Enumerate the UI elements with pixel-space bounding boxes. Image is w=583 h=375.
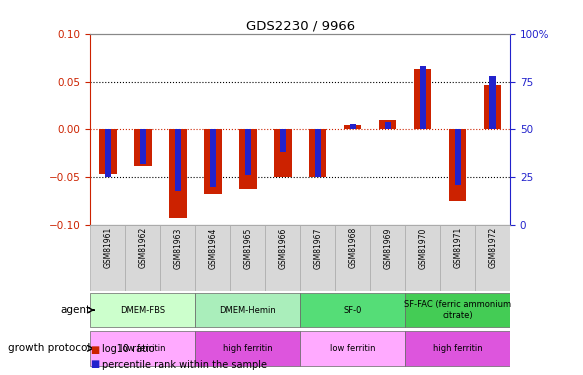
- Bar: [195, 331, 300, 366]
- Bar: [90, 331, 195, 366]
- Bar: [90, 225, 125, 291]
- Bar: [134, 129, 152, 166]
- Bar: [440, 225, 475, 291]
- Bar: [140, 129, 146, 164]
- Text: GSM81969: GSM81969: [383, 227, 392, 268]
- Text: DMEM-FBS: DMEM-FBS: [120, 306, 166, 315]
- Text: SF-0: SF-0: [343, 306, 362, 315]
- Bar: [204, 129, 222, 194]
- Bar: [300, 331, 405, 366]
- Bar: [105, 129, 111, 177]
- Bar: [379, 120, 396, 129]
- Text: GSM81967: GSM81967: [313, 227, 322, 268]
- Bar: [210, 129, 216, 187]
- Bar: [449, 129, 466, 201]
- Bar: [175, 129, 181, 191]
- Text: GSM81961: GSM81961: [103, 227, 113, 268]
- Text: high ferritin: high ferritin: [223, 344, 273, 353]
- Bar: [90, 293, 195, 327]
- Bar: [239, 129, 257, 189]
- Bar: [274, 129, 292, 177]
- Text: ■: ■: [90, 345, 100, 354]
- Bar: [370, 225, 405, 291]
- Bar: [125, 225, 160, 291]
- Bar: [99, 129, 117, 174]
- Text: low ferritin: low ferritin: [330, 344, 375, 353]
- Bar: [245, 129, 251, 176]
- Bar: [160, 225, 195, 291]
- Bar: [309, 129, 326, 177]
- Bar: [490, 76, 496, 129]
- Bar: [414, 69, 431, 129]
- Bar: [230, 225, 265, 291]
- Text: GSM81966: GSM81966: [278, 227, 287, 268]
- Bar: [455, 129, 461, 185]
- Text: GSM81965: GSM81965: [243, 227, 252, 268]
- Bar: [280, 129, 286, 153]
- Text: ■: ■: [90, 360, 100, 369]
- Text: GSM81962: GSM81962: [138, 227, 147, 268]
- Bar: [169, 129, 187, 218]
- Bar: [420, 66, 426, 129]
- Bar: [344, 125, 361, 129]
- Text: GSM81970: GSM81970: [418, 227, 427, 268]
- Bar: [350, 124, 356, 129]
- Bar: [385, 122, 391, 129]
- Text: GSM81971: GSM81971: [453, 227, 462, 268]
- Bar: [405, 293, 510, 327]
- Text: high ferritin: high ferritin: [433, 344, 483, 353]
- Bar: [265, 225, 300, 291]
- Text: low ferritin: low ferritin: [120, 344, 166, 353]
- Text: agent: agent: [60, 305, 90, 315]
- Text: GSM81964: GSM81964: [208, 227, 217, 268]
- Bar: [335, 225, 370, 291]
- Text: log10 ratio: log10 ratio: [102, 345, 154, 354]
- Text: growth protocol: growth protocol: [8, 344, 90, 353]
- Text: GSM81972: GSM81972: [488, 227, 497, 268]
- Text: GSM81963: GSM81963: [173, 227, 182, 268]
- Bar: [195, 225, 230, 291]
- Bar: [300, 225, 335, 291]
- Text: SF-FAC (ferric ammonium
citrate): SF-FAC (ferric ammonium citrate): [404, 300, 511, 320]
- Text: DMEM-Hemin: DMEM-Hemin: [219, 306, 276, 315]
- Bar: [315, 129, 321, 177]
- Text: GSM81968: GSM81968: [348, 227, 357, 268]
- Bar: [405, 225, 440, 291]
- Text: percentile rank within the sample: percentile rank within the sample: [102, 360, 267, 369]
- Bar: [484, 86, 501, 129]
- Bar: [195, 293, 300, 327]
- Bar: [300, 293, 405, 327]
- Bar: [405, 331, 510, 366]
- Title: GDS2230 / 9966: GDS2230 / 9966: [245, 20, 355, 33]
- Bar: [475, 225, 510, 291]
